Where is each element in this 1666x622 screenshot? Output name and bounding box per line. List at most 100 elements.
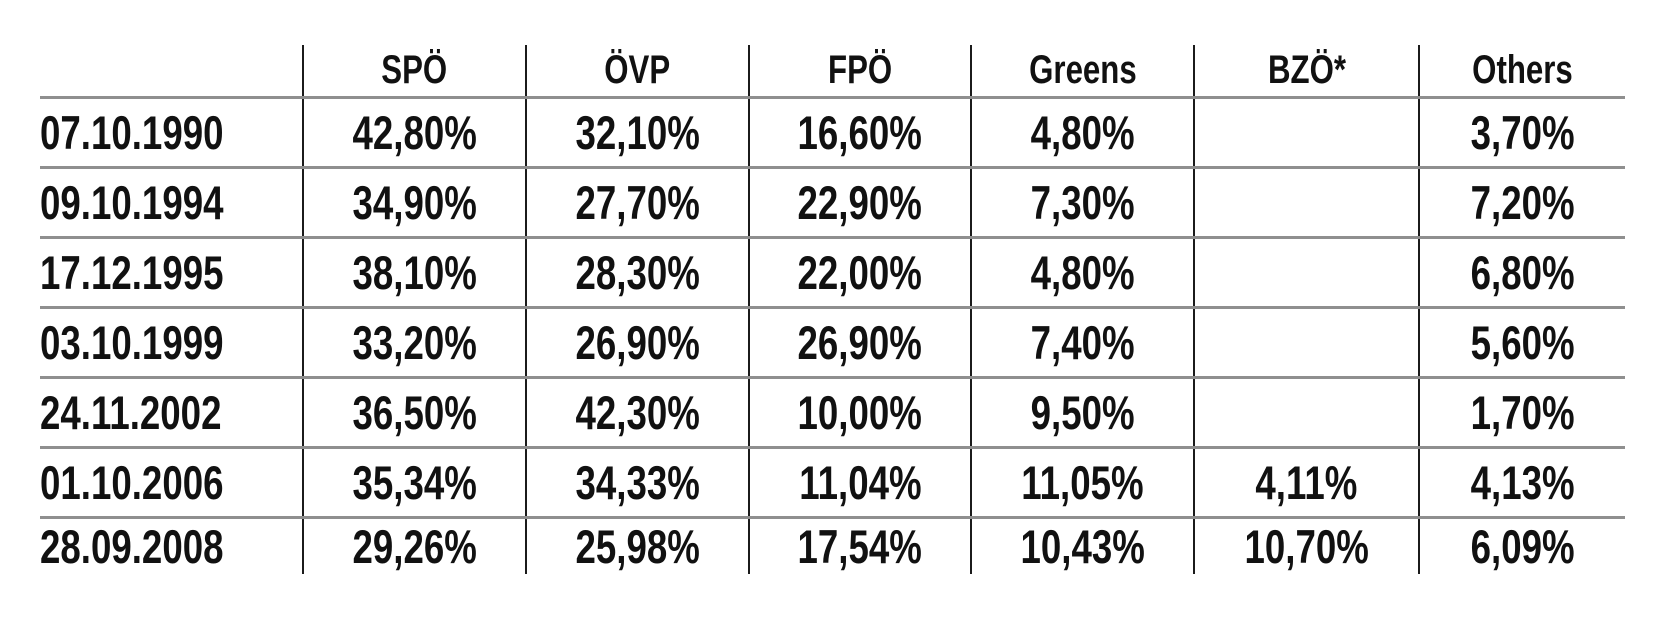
table-row-1999: 03.10.1999 33,20% 26,90% 26,90% 7,40% 5,… bbox=[40, 305, 1625, 377]
header-label: Others bbox=[1472, 47, 1573, 92]
date-label: 01.10.2006 bbox=[40, 455, 224, 509]
date-cell: 24.11.2002 bbox=[40, 375, 303, 447]
header-cell-bzo: BZÖ* bbox=[1193, 45, 1419, 97]
value-label: 10,70% bbox=[1244, 519, 1369, 573]
value-cell-bzo bbox=[1193, 235, 1419, 307]
value-label: 28,30% bbox=[575, 245, 700, 299]
date-cell: 01.10.2006 bbox=[40, 445, 303, 517]
value-label: 35,34% bbox=[352, 455, 477, 509]
date-cell: 17.12.1995 bbox=[40, 235, 303, 307]
value-cell-fpo: 26,90% bbox=[748, 305, 971, 377]
election-results-table: SPÖ ÖVP FPÖ Greens BZÖ* Others 07.10.199… bbox=[40, 45, 1625, 574]
value-label: 6,80% bbox=[1470, 245, 1575, 299]
table-row-2002: 24.11.2002 36,50% 42,30% 10,00% 9,50% 1,… bbox=[40, 375, 1625, 447]
value-label: 4,80% bbox=[1030, 245, 1135, 299]
date-label: 28.09.2008 bbox=[40, 519, 224, 573]
header-cell-spo: SPÖ bbox=[302, 45, 526, 97]
value-cell-greens: 7,30% bbox=[970, 165, 1194, 237]
date-label: 09.10.1994 bbox=[40, 175, 224, 229]
value-cell-others: 1,70% bbox=[1418, 375, 1625, 447]
value-cell-ovp: 28,30% bbox=[525, 235, 749, 307]
date-cell: 28.09.2008 bbox=[40, 515, 303, 574]
value-cell-bzo bbox=[1193, 95, 1419, 167]
value-cell-greens: 10,43% bbox=[970, 515, 1194, 574]
value-label: 25,98% bbox=[575, 519, 700, 573]
value-label: 36,50% bbox=[352, 385, 477, 439]
value-cell-spo: 36,50% bbox=[302, 375, 526, 447]
value-label: 26,90% bbox=[575, 315, 700, 369]
value-label: 4,80% bbox=[1030, 105, 1135, 159]
value-cell-fpo: 16,60% bbox=[748, 95, 971, 167]
value-cell-greens: 4,80% bbox=[970, 95, 1194, 167]
table-row-2008: 28.09.2008 29,26% 25,98% 17,54% 10,43% 1… bbox=[40, 515, 1625, 574]
value-cell-bzo: 10,70% bbox=[1193, 515, 1419, 574]
value-label: 34,90% bbox=[352, 175, 477, 229]
value-label: 10,43% bbox=[1020, 519, 1145, 573]
value-cell-bzo: 4,11% bbox=[1193, 445, 1419, 517]
header-cell-greens: Greens bbox=[970, 45, 1194, 97]
value-cell-spo: 33,20% bbox=[302, 305, 526, 377]
value-label: 7,40% bbox=[1030, 315, 1135, 369]
date-label: 07.10.1990 bbox=[40, 105, 224, 159]
value-label: 17,54% bbox=[797, 519, 923, 573]
value-label: 4,11% bbox=[1255, 455, 1358, 509]
value-cell-others: 4,13% bbox=[1418, 445, 1625, 517]
value-label: 6,09% bbox=[1470, 519, 1575, 573]
value-label: 7,30% bbox=[1030, 175, 1135, 229]
election-results-table-container: SPÖ ÖVP FPÖ Greens BZÖ* Others 07.10.199… bbox=[40, 45, 1625, 574]
value-cell-ovp: 27,70% bbox=[525, 165, 749, 237]
value-cell-ovp: 34,33% bbox=[525, 445, 749, 517]
date-label: 24.11.2002 bbox=[40, 385, 222, 439]
value-cell-fpo: 17,54% bbox=[748, 515, 971, 574]
value-cell-spo: 42,80% bbox=[302, 95, 526, 167]
value-cell-greens: 11,05% bbox=[970, 445, 1194, 517]
value-cell-spo: 38,10% bbox=[302, 235, 526, 307]
value-cell-ovp: 32,10% bbox=[525, 95, 749, 167]
date-cell: 03.10.1999 bbox=[40, 305, 303, 377]
value-cell-bzo bbox=[1193, 305, 1419, 377]
value-cell-fpo: 10,00% bbox=[748, 375, 971, 447]
header-label: FPÖ bbox=[827, 47, 893, 92]
header-cell-others: Others bbox=[1418, 45, 1625, 97]
value-label: 22,90% bbox=[797, 175, 923, 229]
table-row-1995: 17.12.1995 38,10% 28,30% 22,00% 4,80% 6,… bbox=[40, 235, 1625, 307]
value-label: 29,26% bbox=[352, 519, 477, 573]
value-label: 3,70% bbox=[1470, 105, 1575, 159]
value-label: 22,00% bbox=[797, 245, 923, 299]
table-row-1990: 07.10.1990 42,80% 32,10% 16,60% 4,80% 3,… bbox=[40, 95, 1625, 167]
value-label: 42,80% bbox=[352, 105, 477, 159]
value-label: 26,90% bbox=[797, 315, 923, 369]
header-cell-date bbox=[40, 45, 303, 97]
value-label: 27,70% bbox=[575, 175, 700, 229]
value-label: 9,50% bbox=[1030, 385, 1135, 439]
date-cell: 09.10.1994 bbox=[40, 165, 303, 237]
table-body: 07.10.1990 42,80% 32,10% 16,60% 4,80% 3,… bbox=[40, 95, 1625, 574]
value-label: 5,60% bbox=[1470, 315, 1575, 369]
value-label: 38,10% bbox=[352, 245, 477, 299]
value-cell-others: 6,09% bbox=[1418, 515, 1625, 574]
value-cell-spo: 35,34% bbox=[302, 445, 526, 517]
value-label: 11,05% bbox=[1021, 455, 1144, 509]
value-cell-ovp: 26,90% bbox=[525, 305, 749, 377]
value-cell-bzo bbox=[1193, 375, 1419, 447]
table-row-2006: 01.10.2006 35,34% 34,33% 11,04% 11,05% 4… bbox=[40, 445, 1625, 517]
value-cell-fpo: 11,04% bbox=[748, 445, 971, 517]
value-cell-greens: 4,80% bbox=[970, 235, 1194, 307]
value-label: 4,13% bbox=[1470, 455, 1575, 509]
value-cell-ovp: 42,30% bbox=[525, 375, 749, 447]
table-header: SPÖ ÖVP FPÖ Greens BZÖ* Others bbox=[40, 45, 1625, 97]
header-cell-fpo: FPÖ bbox=[748, 45, 971, 97]
value-cell-others: 3,70% bbox=[1418, 95, 1625, 167]
table-row-1994: 09.10.1994 34,90% 27,70% 22,90% 7,30% 7,… bbox=[40, 165, 1625, 237]
value-label: 42,30% bbox=[575, 385, 700, 439]
value-label: 33,20% bbox=[352, 315, 477, 369]
header-label: Greens bbox=[1028, 47, 1137, 92]
value-cell-spo: 29,26% bbox=[302, 515, 526, 574]
value-cell-spo: 34,90% bbox=[302, 165, 526, 237]
value-label: 11,04% bbox=[798, 455, 922, 509]
value-cell-others: 5,60% bbox=[1418, 305, 1625, 377]
value-label: 10,00% bbox=[797, 385, 923, 439]
value-cell-others: 7,20% bbox=[1418, 165, 1625, 237]
value-label: 16,60% bbox=[797, 105, 923, 159]
value-label: 1,70% bbox=[1470, 385, 1575, 439]
